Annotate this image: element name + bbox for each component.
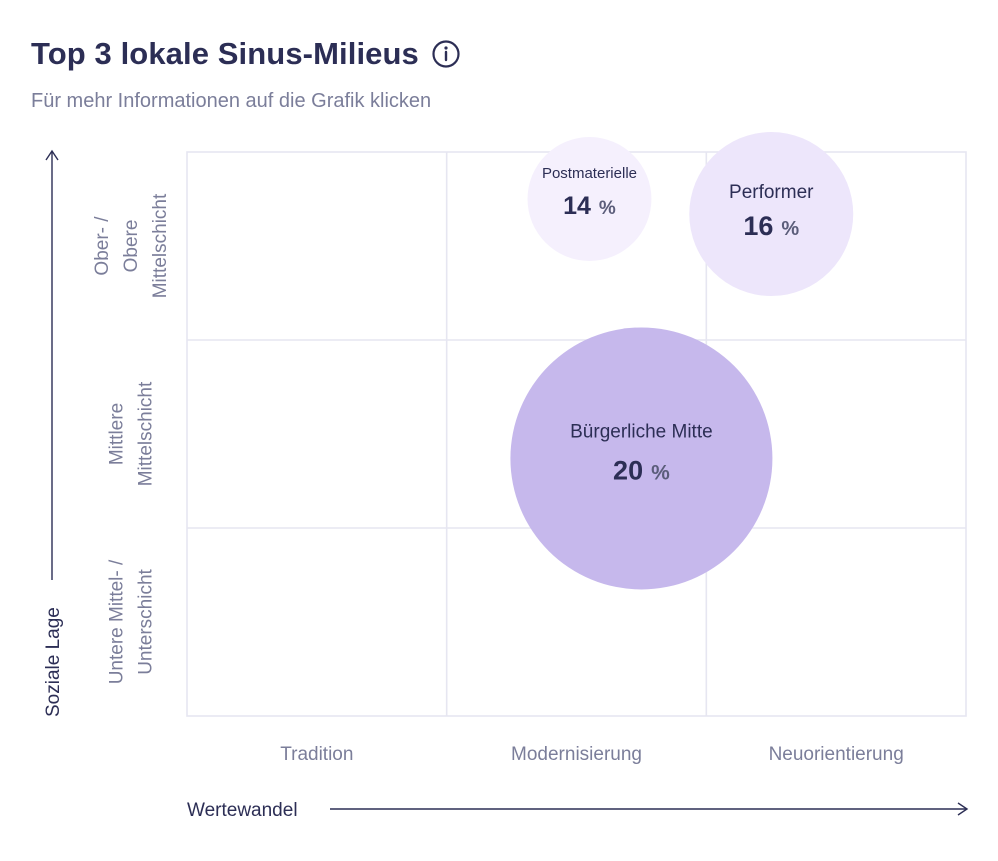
x-axis-arrowhead [957,802,969,816]
y-tick-label-line: Mittelschicht [150,193,171,298]
bubble-circle[interactable] [510,327,773,590]
bubble-value: 16 [743,211,773,241]
y-tick-label-line: Unterschicht [136,568,157,674]
x-tick-label: Tradition [280,744,353,765]
y-tick-label-line: Mittlere [107,403,128,465]
bubble-value-label: 20% [613,455,670,485]
x-axis-label: Wertewandel [187,800,298,821]
bubble-circle[interactable] [527,137,652,261]
chart-title: Top 3 lokale Sinus-Milieus [31,36,419,71]
y-tick-label-line: Ober- / [92,216,113,276]
y-tick-label: Untere Mittel- / Unterschicht [107,559,157,684]
bubble-value-label: 16% [743,211,799,241]
y-tick-label-line: Obere [121,220,142,273]
y-tick-label-line: Untere Mittel- / [107,559,128,684]
bubble-name-label: Performer [729,182,814,203]
bubble-b-rgerliche-mitte[interactable]: Bürgerliche Mitte 20% [510,327,773,590]
bubble-value: 14 [563,192,591,220]
y-tick-label: Ober- / Obere Mittelschicht [92,193,171,298]
chart-subtitle: Für mehr Informationen auf die Grafik kl… [31,90,432,112]
bubble-circle[interactable] [689,132,854,297]
y-axis-arrowhead [45,149,59,161]
info-icon[interactable] [431,39,461,69]
y-tick-label: Mittlere Mittelschicht [107,381,157,486]
bubble-performer[interactable]: Performer 16% [689,132,854,297]
bubble-unit: % [651,461,670,484]
title-row: Top 3 lokale Sinus-Milieus [31,36,461,72]
x-tick-label: Neuorientierung [769,744,904,765]
y-axis-label: Soziale Lage [43,607,64,717]
bubble-postmaterielle[interactable]: Postmaterielle 14% [527,137,652,261]
bubble-unit: % [599,198,616,219]
bubble-value: 20 [613,455,643,485]
y-tick-label-line: Mittelschicht [136,381,157,486]
bubble-unit: % [781,218,799,240]
bubble-name-label: Bürgerliche Mitte [570,421,713,442]
bubble-name-label: Postmaterielle [542,165,637,182]
bubble-value-label: 14% [563,192,616,220]
x-tick-label: Modernisierung [511,744,642,765]
